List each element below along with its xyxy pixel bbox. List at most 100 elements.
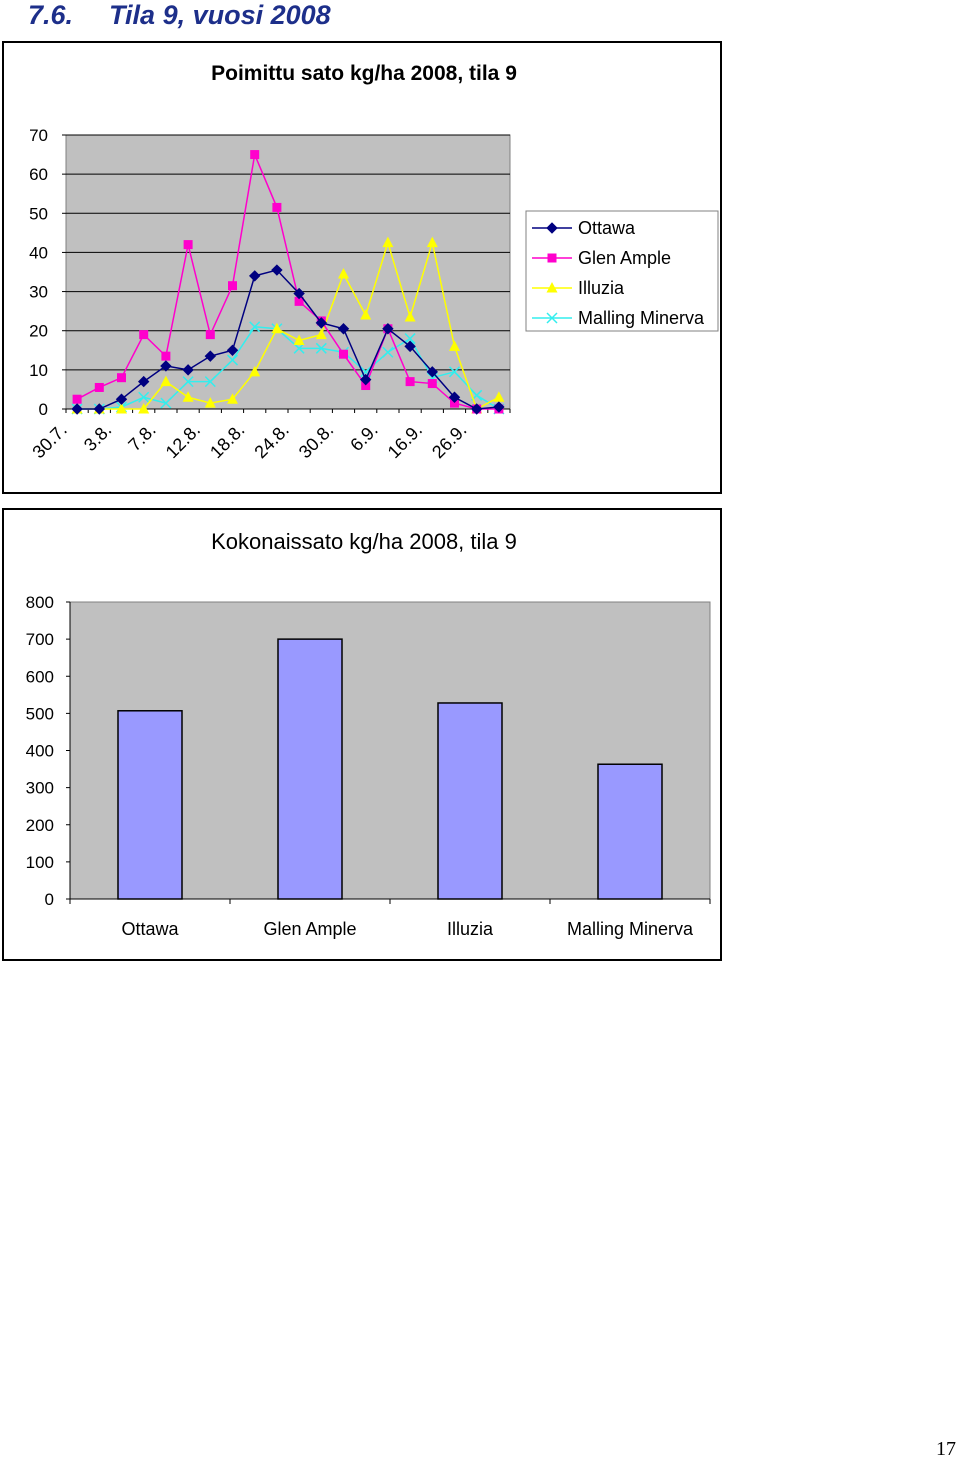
x-tick-label: 18.8. (206, 420, 248, 462)
x-tick-label: 7.8. (124, 420, 159, 455)
data-point (204, 350, 217, 362)
data-point (248, 270, 261, 282)
data-point (404, 333, 416, 345)
y-tick-label: 30 (29, 283, 48, 302)
data-point (183, 240, 193, 250)
bar-chart-frame: Kokonaissato kg/ha 2008, tila 9 0 100 200 30… (2, 508, 722, 961)
y-tick-label: 100 (26, 853, 54, 872)
y-tick-label: 300 (26, 779, 54, 798)
y-tick-label: 700 (26, 630, 54, 649)
x-tick-label: 12.8. (162, 420, 204, 462)
series-ottawa (71, 264, 505, 415)
data-point (116, 403, 127, 414)
data-point (226, 354, 239, 366)
data-point (271, 322, 283, 334)
y-tick-label: 0 (45, 890, 54, 909)
data-point (182, 376, 194, 388)
data-point (228, 281, 237, 291)
data-point (337, 323, 350, 335)
data-point (227, 393, 238, 404)
y-tick-label: 20 (29, 322, 48, 341)
y-tick-label: 0 (39, 400, 48, 419)
y-tick-label: 500 (26, 704, 54, 723)
x-tick-label: 30.8. (295, 420, 337, 462)
data-point (449, 340, 460, 351)
data-point (382, 323, 394, 335)
legend-box (525, 210, 719, 332)
y-tick-label: 40 (29, 243, 48, 262)
data-point (426, 236, 438, 248)
series-line (77, 269, 499, 410)
x-category-label: Malling Minerva (567, 919, 694, 939)
legend-marker (547, 253, 557, 263)
data-point (160, 360, 172, 372)
x-tick-label: 16.9. (384, 420, 426, 462)
section-heading: 7.6. Tila 9, vuosi 2008 (28, 0, 331, 31)
legend-label: Malling Minerva (578, 308, 705, 328)
data-point (427, 379, 437, 389)
data-point (72, 394, 82, 404)
data-point (338, 267, 349, 279)
data-point (182, 364, 194, 376)
bar-ottawa (117, 710, 183, 900)
data-point (204, 376, 216, 388)
legend-marker (546, 222, 558, 234)
data-point (93, 403, 106, 415)
data-point (404, 311, 416, 322)
series-illuzia (71, 236, 505, 414)
legend-label: Glen Ample (578, 248, 671, 268)
data-point (315, 328, 327, 340)
y-tick-label: 200 (26, 816, 54, 835)
section-number: 7.6. (28, 0, 74, 30)
x-category-label: Ottawa (121, 919, 179, 939)
data-point (182, 391, 194, 402)
data-point (493, 401, 505, 413)
data-point (138, 403, 150, 414)
x-tick-label: 26.9. (428, 420, 470, 462)
data-point (137, 375, 150, 388)
data-point (404, 340, 416, 353)
data-point (360, 309, 372, 320)
data-point (115, 393, 128, 405)
data-point (448, 391, 461, 403)
data-point (161, 351, 171, 361)
data-point (138, 391, 150, 403)
data-point (293, 287, 305, 300)
x-category-label: Illuzia (447, 919, 494, 939)
x-tick-label: 24.8. (250, 420, 292, 462)
data-point (271, 264, 283, 276)
data-point (315, 342, 327, 354)
section-title: Tila 9, vuosi 2008 (109, 0, 331, 30)
data-point (405, 377, 415, 387)
legend-label: Ottawa (578, 218, 636, 238)
legend-marker (546, 282, 558, 293)
y-tick-label: 600 (26, 667, 54, 686)
x-category-label: Glen Ample (263, 919, 356, 939)
data-point (426, 366, 439, 378)
page-number: 17 (936, 1438, 956, 1460)
bar-chart-title: Kokonaissato kg/ha 2008, tila 9 (211, 529, 517, 554)
data-point (205, 330, 215, 340)
bar-malling-minerva (597, 763, 663, 900)
y-tick-label: 70 (29, 126, 48, 145)
legend-marker (546, 312, 558, 324)
data-point (139, 330, 149, 340)
bar-illuzia (437, 702, 503, 900)
data-point (493, 391, 505, 402)
data-point (117, 373, 126, 383)
data-point (249, 365, 261, 377)
data-point (272, 202, 282, 212)
data-point (71, 403, 83, 415)
y-tick-label: 10 (29, 361, 48, 380)
x-tick-label: 3.8. (80, 420, 115, 455)
data-point (315, 317, 328, 329)
line-chart-frame: Poimittu sato kg/ha 2008, tila 9 0 10 20 30 4… (2, 41, 722, 494)
data-point (294, 296, 304, 306)
data-point (160, 375, 172, 387)
data-point (450, 398, 459, 408)
y-tick-label: 800 (26, 593, 54, 612)
bar-glen-ample (277, 638, 343, 900)
line-chart: Poimittu sato kg/ha 2008, tila 9 0 10 20 30 4… (28, 62, 719, 462)
series-line (77, 240, 500, 411)
legend-label: Illuzia (578, 278, 625, 298)
